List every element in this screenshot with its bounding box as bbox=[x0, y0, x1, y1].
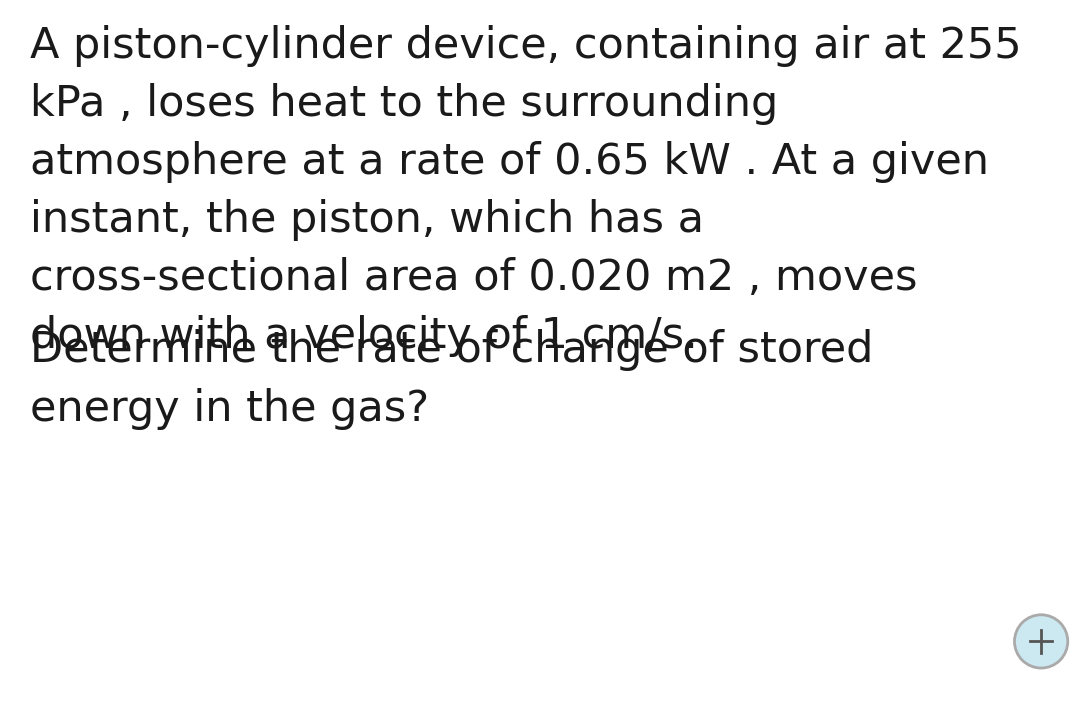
Text: down with a velocity of 1 cm/s.: down with a velocity of 1 cm/s. bbox=[30, 315, 698, 358]
Text: energy in the gas?: energy in the gas? bbox=[30, 388, 430, 430]
Text: Determine the rate of change of stored: Determine the rate of change of stored bbox=[30, 329, 874, 372]
Text: atmosphere at a rate of 0.65 kW . At a given: atmosphere at a rate of 0.65 kW . At a g… bbox=[30, 141, 989, 183]
Text: kPa , loses heat to the surrounding: kPa , loses heat to the surrounding bbox=[30, 83, 779, 125]
Ellipse shape bbox=[1014, 615, 1068, 668]
Text: A piston-cylinder device, containing air at 255: A piston-cylinder device, containing air… bbox=[30, 25, 1022, 67]
Text: instant, the piston, which has a: instant, the piston, which has a bbox=[30, 199, 704, 241]
Text: cross-sectional area of 0.020 m2 , moves: cross-sectional area of 0.020 m2 , moves bbox=[30, 257, 918, 299]
